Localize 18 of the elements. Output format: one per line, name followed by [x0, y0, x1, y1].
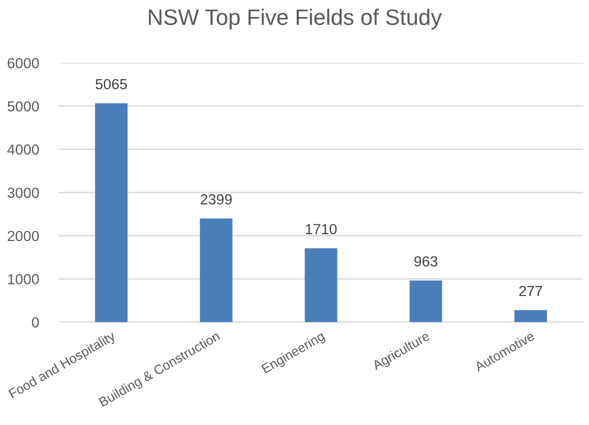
chart-title: NSW Top Five Fields of Study	[148, 8, 442, 30]
y-tick-label: 6000	[8, 58, 39, 68]
bar	[514, 310, 547, 322]
data-label: 1710	[306, 224, 337, 234]
bar	[410, 280, 442, 322]
bar	[304, 248, 338, 322]
data-label: 5065	[96, 78, 127, 90]
y-tick-label: 3000	[8, 188, 39, 198]
y-tick-label: 1000	[8, 274, 39, 284]
y-tick-label: 2000	[8, 230, 39, 242]
y-tick-label: 0	[32, 317, 39, 328]
data-label: 277	[519, 286, 542, 296]
data-label: 2399	[200, 194, 232, 204]
bar	[95, 103, 128, 322]
bar	[200, 218, 232, 322]
y-tick-label: 4000	[7, 144, 39, 155]
data-label: 963	[414, 256, 438, 267]
y-tick-label: 5000	[8, 101, 39, 112]
